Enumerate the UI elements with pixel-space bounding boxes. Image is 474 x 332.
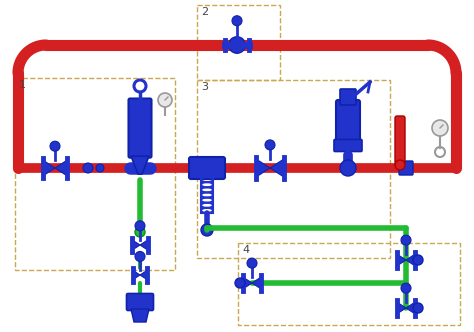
Polygon shape bbox=[270, 159, 284, 177]
Circle shape bbox=[135, 227, 145, 237]
Circle shape bbox=[229, 37, 245, 53]
Circle shape bbox=[135, 251, 145, 262]
Bar bbox=[197, 5, 280, 80]
Text: 4: 4 bbox=[242, 245, 249, 255]
FancyBboxPatch shape bbox=[127, 293, 154, 310]
Circle shape bbox=[401, 235, 411, 245]
Polygon shape bbox=[243, 277, 252, 289]
FancyBboxPatch shape bbox=[189, 157, 225, 179]
Polygon shape bbox=[55, 160, 67, 176]
Circle shape bbox=[96, 164, 104, 172]
Circle shape bbox=[413, 303, 423, 313]
Circle shape bbox=[340, 160, 356, 176]
Circle shape bbox=[235, 278, 245, 288]
FancyBboxPatch shape bbox=[336, 100, 360, 142]
Circle shape bbox=[158, 93, 172, 107]
Bar bbox=[197, 80, 390, 258]
FancyBboxPatch shape bbox=[340, 89, 356, 105]
Circle shape bbox=[395, 160, 405, 170]
Text: 1: 1 bbox=[19, 80, 26, 90]
Circle shape bbox=[232, 16, 242, 26]
Circle shape bbox=[50, 141, 60, 151]
FancyBboxPatch shape bbox=[334, 139, 362, 151]
Polygon shape bbox=[256, 159, 270, 177]
Circle shape bbox=[247, 258, 257, 268]
Circle shape bbox=[265, 140, 275, 150]
Polygon shape bbox=[43, 160, 55, 176]
Polygon shape bbox=[406, 302, 415, 314]
Polygon shape bbox=[397, 302, 406, 314]
Circle shape bbox=[135, 221, 145, 231]
Circle shape bbox=[83, 163, 93, 173]
Bar bbox=[238, 243, 460, 325]
Circle shape bbox=[401, 283, 411, 293]
Text: 2: 2 bbox=[201, 7, 208, 17]
Polygon shape bbox=[140, 240, 148, 250]
Circle shape bbox=[201, 224, 213, 236]
Polygon shape bbox=[131, 156, 149, 174]
FancyBboxPatch shape bbox=[395, 116, 405, 164]
Text: 3: 3 bbox=[201, 82, 208, 92]
FancyBboxPatch shape bbox=[399, 161, 413, 175]
Polygon shape bbox=[140, 271, 147, 280]
Polygon shape bbox=[406, 254, 415, 266]
Polygon shape bbox=[397, 254, 406, 266]
Circle shape bbox=[413, 255, 423, 265]
Polygon shape bbox=[252, 277, 261, 289]
FancyBboxPatch shape bbox=[128, 99, 152, 158]
Polygon shape bbox=[132, 240, 140, 250]
Bar bbox=[15, 78, 175, 270]
Polygon shape bbox=[133, 271, 140, 280]
Polygon shape bbox=[131, 309, 149, 322]
Circle shape bbox=[432, 120, 448, 136]
